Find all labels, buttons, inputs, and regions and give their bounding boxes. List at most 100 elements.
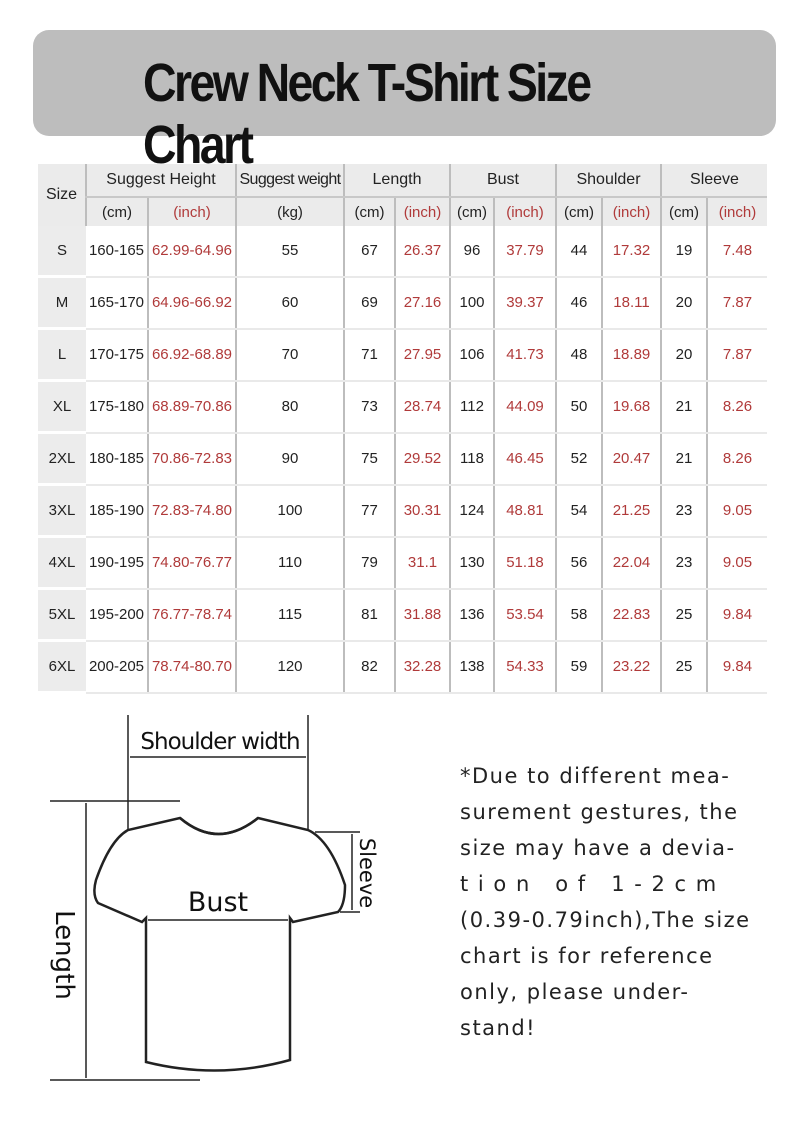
- unit-header: (inch): [706, 197, 767, 226]
- value-cell: 73: [343, 380, 395, 434]
- table-row: 4XL 190-195 74.80-76.77 110 79 31.1 130 51.18 56…: [38, 536, 767, 590]
- inch-cell: 32.28: [394, 640, 450, 694]
- value-cell: 69: [343, 276, 395, 330]
- table-row: XL 175-180 68.89-70.86 80 73 28.74 112 44.09 50 1…: [38, 380, 767, 434]
- unit-header: (cm): [343, 197, 395, 226]
- bust-label: Bust: [188, 887, 248, 918]
- value-cell: 115: [235, 588, 344, 642]
- inch-cell: 37.79: [493, 226, 556, 278]
- inch-cell: 18.11: [601, 276, 661, 330]
- inch-cell: 22.04: [601, 536, 661, 590]
- inch-cell: 29.52: [394, 432, 450, 486]
- inch-cell: 9.84: [706, 588, 767, 642]
- inch-cell: 62.99-64.96: [147, 226, 236, 278]
- value-cell: 160-165: [86, 226, 148, 278]
- value-cell: 118: [449, 432, 494, 486]
- value-cell: 58: [555, 588, 602, 642]
- value-cell: 190-195: [86, 536, 148, 590]
- header-size: Size: [38, 164, 86, 226]
- value-cell: 50: [555, 380, 602, 434]
- title-banner: Crew Neck T-Shirt Size Chart: [33, 30, 776, 175]
- value-cell: 175-180: [86, 380, 148, 434]
- inch-cell: 9.05: [706, 484, 767, 538]
- inch-cell: 48.81: [493, 484, 556, 538]
- value-cell: 55: [235, 226, 344, 278]
- value-cell: 195-200: [86, 588, 148, 642]
- inch-cell: 78.74-80.70: [147, 640, 236, 694]
- note-line: chart is for reference: [460, 944, 714, 968]
- value-cell: 79: [343, 536, 395, 590]
- sleeve-label: Sleeve: [355, 838, 379, 908]
- header-shoulder: Shoulder: [555, 164, 661, 198]
- inch-cell: 27.95: [394, 328, 450, 382]
- inch-cell: 18.89: [601, 328, 661, 382]
- inch-cell: 9.05: [706, 536, 767, 590]
- inch-cell: 8.26: [706, 380, 767, 434]
- value-cell: 81: [343, 588, 395, 642]
- inch-cell: 7.87: [706, 328, 767, 382]
- value-cell: 46: [555, 276, 602, 330]
- value-cell: 100: [449, 276, 494, 330]
- inch-cell: 31.1: [394, 536, 450, 590]
- value-cell: 185-190: [86, 484, 148, 538]
- inch-cell: 20.47: [601, 432, 661, 486]
- note-line: surement gestures, the: [460, 800, 739, 824]
- header-weight: Suggest weight: [235, 164, 344, 198]
- value-cell: 138: [449, 640, 494, 694]
- unit-header: (cm): [85, 197, 148, 226]
- size-cell: L: [38, 328, 86, 382]
- inch-cell: 27.16: [394, 276, 450, 330]
- unit-header: (inch): [394, 197, 450, 226]
- value-cell: 23: [660, 484, 707, 538]
- inch-cell: 70.86-72.83: [147, 432, 236, 486]
- size-cell: 6XL: [38, 640, 86, 694]
- inch-cell: 19.68: [601, 380, 661, 434]
- value-cell: 96: [449, 226, 494, 278]
- value-cell: 124: [449, 484, 494, 538]
- inch-cell: 7.48: [706, 226, 767, 278]
- value-cell: 130: [449, 536, 494, 590]
- value-cell: 70: [235, 328, 344, 382]
- value-cell: 136: [449, 588, 494, 642]
- value-cell: 90: [235, 432, 344, 486]
- header-sleeve: Sleeve: [660, 164, 767, 198]
- value-cell: 67: [343, 226, 395, 278]
- table-row: M 165-170 64.96-66.92 60 69 27.16 100 39.37 46 18…: [38, 276, 767, 330]
- value-cell: 165-170: [86, 276, 148, 330]
- value-cell: 23: [660, 536, 707, 590]
- value-cell: 48: [555, 328, 602, 382]
- value-cell: 120: [235, 640, 344, 694]
- size-table: Size Suggest Height Suggest weight Lengt…: [38, 164, 767, 694]
- value-cell: 56: [555, 536, 602, 590]
- value-cell: 25: [660, 640, 707, 694]
- note-line: (0.39-0.79inch),The size: [460, 908, 751, 932]
- value-cell: 44: [555, 226, 602, 278]
- inch-cell: 64.96-66.92: [147, 276, 236, 330]
- value-cell: 170-175: [86, 328, 148, 382]
- value-cell: 21: [660, 380, 707, 434]
- inch-cell: 8.26: [706, 432, 767, 486]
- value-cell: 100: [235, 484, 344, 538]
- header-bust: Bust: [449, 164, 556, 198]
- inch-cell: 66.92-68.89: [147, 328, 236, 382]
- table-row: S 160-165 62.99-64.96 55 67 26.37 96 37.79 44 17.…: [38, 226, 767, 278]
- value-cell: 59: [555, 640, 602, 694]
- note-line: *Due to different mea-: [460, 764, 731, 788]
- header-length: Length: [343, 164, 450, 198]
- size-cell: M: [38, 276, 86, 330]
- value-cell: 21: [660, 432, 707, 486]
- value-cell: 77: [343, 484, 395, 538]
- value-cell: 106: [449, 328, 494, 382]
- chart-title: Crew Neck T-Shirt Size Chart: [143, 53, 592, 175]
- inch-cell: 30.31: [394, 484, 450, 538]
- table-row: 3XL 185-190 72.83-74.80 100 77 30.31 124 48.81 5…: [38, 484, 767, 538]
- value-cell: 25: [660, 588, 707, 642]
- note-line: only, please under-: [460, 980, 690, 1004]
- unit-header: (inch): [601, 197, 661, 226]
- inch-cell: 28.74: [394, 380, 450, 434]
- inch-cell: 17.32: [601, 226, 661, 278]
- table-row: 6XL 200-205 78.74-80.70 120 82 32.28 138 54.33 5…: [38, 640, 767, 694]
- tshirt-outline: [93, 816, 347, 1072]
- unit-header: (cm): [555, 197, 602, 226]
- disclaimer-note: *Due to different mea-surement gestures,…: [460, 758, 750, 1046]
